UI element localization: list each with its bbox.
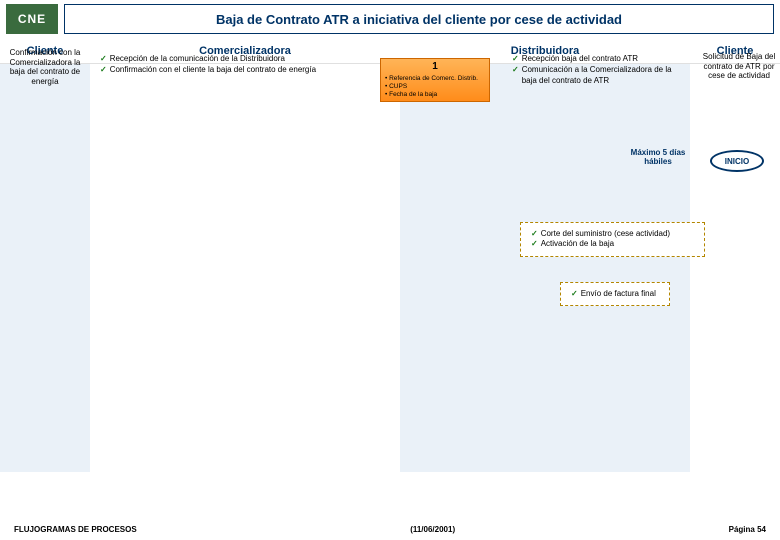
page-title: Baja de Contrato ATR a iniciativa del cl… xyxy=(64,4,774,34)
check-text: Confirmación con el cliente la baja del … xyxy=(110,65,316,76)
cne-logo: CNE xyxy=(6,4,58,34)
lane-body-row xyxy=(0,64,780,472)
factura-box: ✓Envío de factura final xyxy=(560,282,670,306)
check-icon: ✓ xyxy=(512,65,519,87)
message-box-number: 1 xyxy=(385,61,485,74)
corte-box: ✓Corte del suministro (cese actividad) ✓… xyxy=(520,222,705,257)
cliente-left-text: Confirmación con la Comercializadora la … xyxy=(4,48,86,86)
footer-date: (11/06/2001) xyxy=(410,525,455,534)
check-text: Recepción de la comunicación de la Distr… xyxy=(110,54,285,65)
check-text: Comunicación a la Comercializadora de la… xyxy=(522,65,682,87)
title-row: CNE Baja de Contrato ATR a iniciativa de… xyxy=(0,0,780,38)
footer-page: Página 54 xyxy=(729,525,766,534)
check-icon: ✓ xyxy=(571,289,578,299)
comercializadora-checks: ✓Recepción de la comunicación de la Dist… xyxy=(100,54,360,76)
footer-left: FLUJOGRAMAS DE PROCESOS xyxy=(14,525,137,534)
message-box-1: 1 Referencia de Comerc. Distrib. CUPS Fe… xyxy=(380,58,490,102)
check-icon: ✓ xyxy=(531,239,538,249)
lane-body-cliente-right xyxy=(690,64,780,472)
inicio-node: INICIO xyxy=(710,150,764,172)
distribuidora-checks: ✓Recepción baja del contrato ATR ✓Comuni… xyxy=(512,54,682,86)
cliente-right-text: Solicitud de Baja del contrato de ATR po… xyxy=(702,52,776,81)
lane-body-distribuidora xyxy=(400,64,690,472)
check-icon: ✓ xyxy=(531,229,538,239)
check-icon: ✓ xyxy=(100,65,107,76)
footer: FLUJOGRAMAS DE PROCESOS (11/06/2001) Pág… xyxy=(0,525,780,534)
lane-body-comercializadora xyxy=(90,64,400,472)
check-text: Activación de la baja xyxy=(541,239,614,249)
message-item: Fecha de la baja xyxy=(385,91,485,99)
check-icon: ✓ xyxy=(512,54,519,65)
message-item: CUPS xyxy=(385,83,485,91)
check-text: Corte del suministro (cese actividad) xyxy=(541,229,670,239)
lane-body-cliente-left xyxy=(0,64,90,472)
check-text: Envío de factura final xyxy=(581,289,656,299)
check-text: Recepción baja del contrato ATR xyxy=(522,54,638,65)
check-icon: ✓ xyxy=(100,54,107,65)
message-item: Referencia de Comerc. Distrib. xyxy=(385,75,485,83)
swimlanes: Cliente Comercializadora Distribuidora C… xyxy=(0,42,780,472)
max-days-label: Máximo 5 días hábiles xyxy=(630,148,686,166)
